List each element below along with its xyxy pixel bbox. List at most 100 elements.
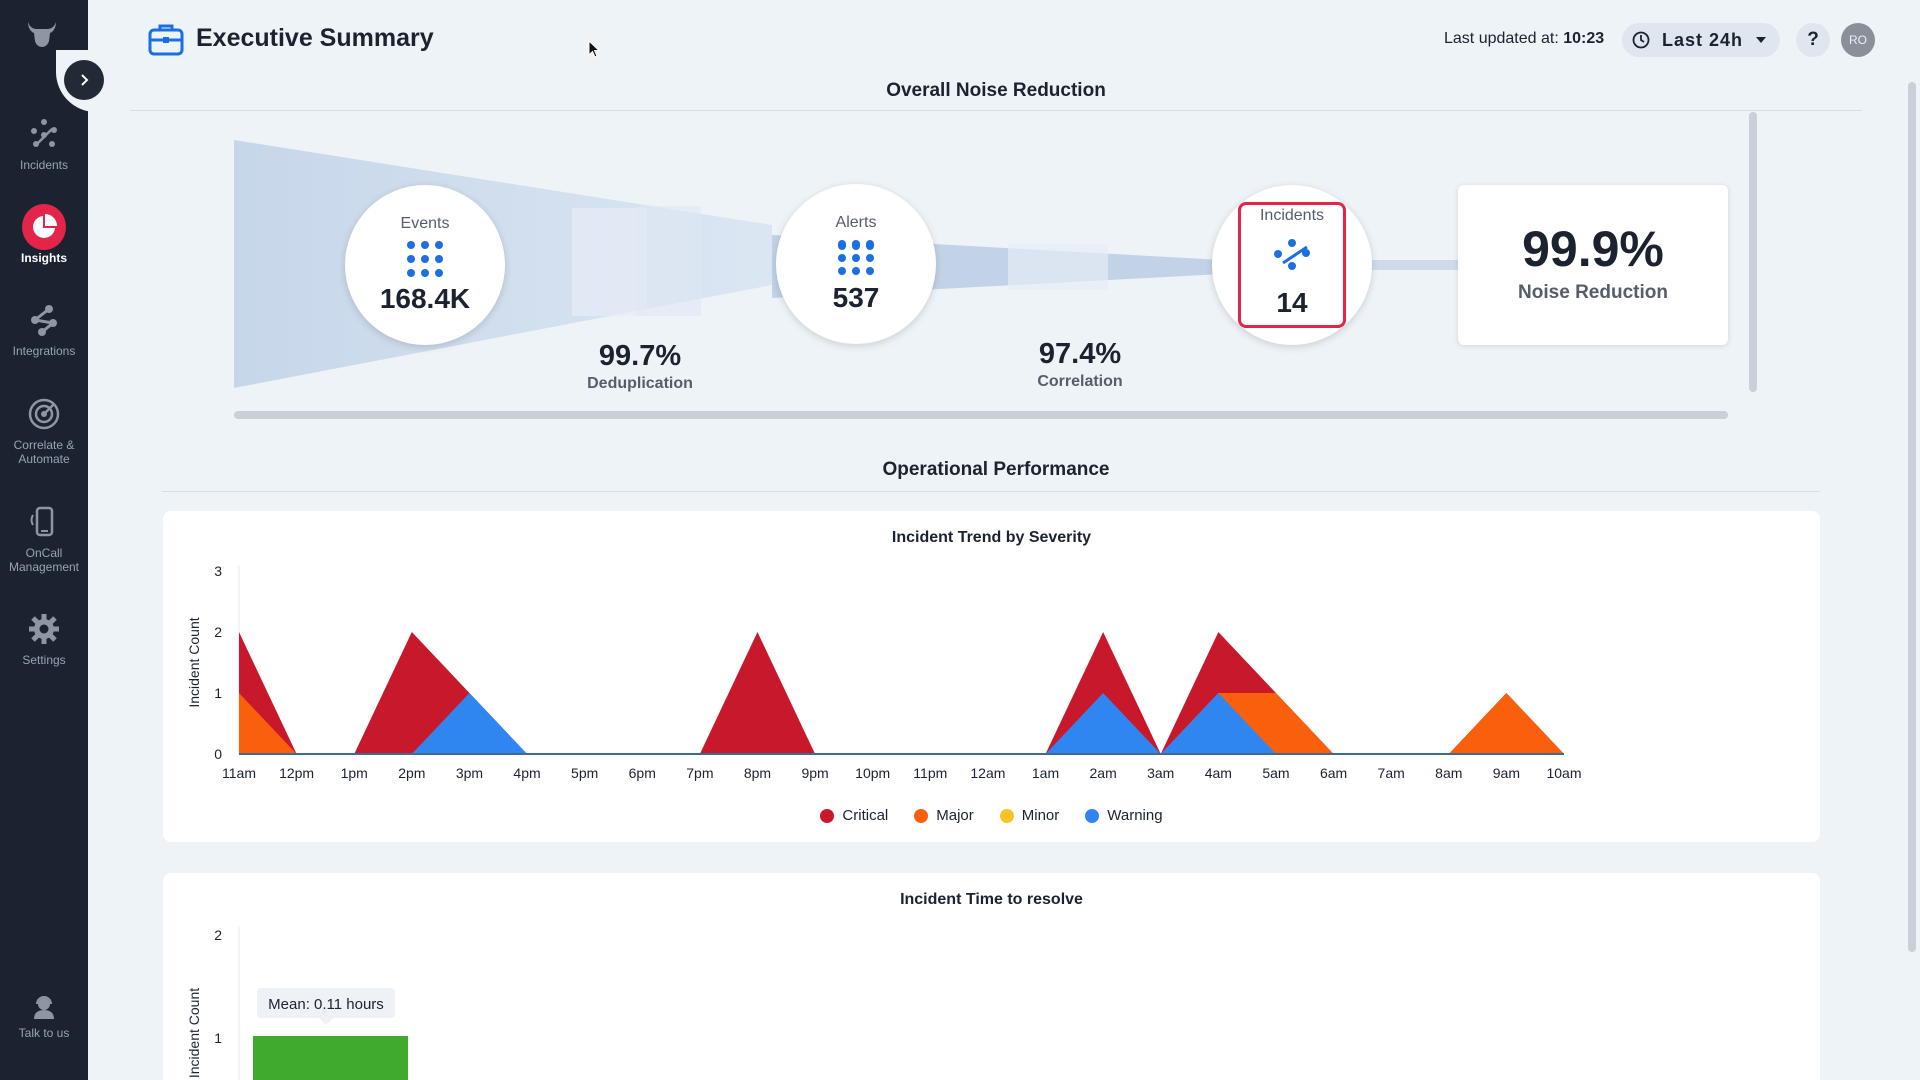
sidebar: Incidents Insights Integrations bbox=[0, 0, 88, 1080]
y-tick-label: 2 bbox=[214, 624, 222, 640]
incident-trend-card: Incident Trend by Severity 0 1 2 3 11am 12pm 1… bbox=[163, 511, 1820, 842]
mean-annotation: Mean: 0.11 hours bbox=[268, 996, 384, 1013]
chart-title: Incident Time to resolve bbox=[900, 891, 1083, 908]
corr-pct: 97.4% bbox=[1038, 338, 1122, 370]
mouse-cursor-icon bbox=[588, 40, 601, 58]
legend-label: Warning bbox=[1107, 807, 1163, 824]
legend-item-critical[interactable]: Critical bbox=[820, 807, 888, 824]
x-tick-label: 3pm bbox=[456, 765, 483, 781]
x-tick-label: 9am bbox=[1493, 765, 1520, 781]
events-dots-icon bbox=[407, 241, 443, 277]
dedup-stat: 99.7% Deduplication bbox=[560, 340, 720, 393]
x-tick-label: 4am bbox=[1205, 765, 1232, 781]
sidebar-item-settings[interactable]: Settings bbox=[0, 607, 88, 667]
dedup-label: Deduplication bbox=[587, 375, 693, 392]
gear-icon bbox=[22, 607, 66, 651]
horizontal-scrollbar[interactable] bbox=[234, 411, 1728, 419]
sidebar-item-integrations[interactable]: Integrations bbox=[0, 298, 88, 358]
correlate-icon bbox=[22, 392, 66, 436]
sidebar-item-label: Insights bbox=[20, 251, 67, 265]
sidebar-item-label: Talk to us bbox=[18, 1026, 70, 1040]
events-label: Events bbox=[400, 215, 450, 232]
x-tick-label: 1am bbox=[1032, 765, 1059, 781]
sidebar-item-label: Incidents bbox=[19, 158, 69, 172]
insights-icon bbox=[22, 204, 66, 250]
y-tick-label: 0 bbox=[214, 746, 222, 762]
divider bbox=[130, 110, 1862, 111]
section-title-noise: Overall Noise Reduction bbox=[886, 80, 1106, 101]
x-tick-label: 9pm bbox=[801, 765, 828, 781]
incidents-circle[interactable]: Incidents 14 bbox=[1212, 185, 1372, 345]
noise-reduction-card: 99.9% Noise Reduction bbox=[1458, 185, 1728, 345]
y-tick-label: 1 bbox=[214, 1030, 222, 1046]
divider bbox=[162, 491, 1820, 492]
x-tick-label: 6pm bbox=[629, 765, 656, 781]
page-vertical-scrollbar[interactable] bbox=[1908, 82, 1916, 952]
time-range-label: Last 24h bbox=[1662, 29, 1744, 50]
chevron-right-icon bbox=[81, 74, 89, 86]
alerts-icon bbox=[838, 240, 874, 275]
events-value: 168.4K bbox=[379, 283, 471, 314]
last-updated-label: Last updated at: bbox=[1444, 30, 1559, 47]
time-to-resolve-card: Incident Time to resolve 1 2 Incident Coun… bbox=[163, 873, 1820, 1080]
integrations-icon bbox=[22, 298, 66, 342]
x-tick-label: 5pm bbox=[571, 765, 598, 781]
x-tick-label: 7pm bbox=[686, 765, 713, 781]
dedup-pct: 99.7% bbox=[598, 340, 682, 372]
x-tick-label: 2am bbox=[1090, 765, 1117, 781]
sidebar-item-insights[interactable]: Insights bbox=[0, 204, 88, 265]
x-tick-label: 11pm bbox=[913, 765, 947, 781]
x-tick-label: 8pm bbox=[744, 765, 771, 781]
time-range-select[interactable]: Last 24h bbox=[1622, 23, 1780, 57]
x-tick-label: 12am bbox=[970, 765, 1005, 781]
bar[interactable] bbox=[253, 1036, 408, 1080]
correlation-stat: 97.4% Correlation bbox=[1000, 338, 1160, 391]
x-tick-label: 10am bbox=[1546, 765, 1581, 781]
events-circle[interactable]: Events 168.4K bbox=[345, 185, 505, 345]
legend-item-major[interactable]: Major bbox=[914, 807, 974, 824]
last-updated-value: 10:23 bbox=[1563, 30, 1605, 47]
section-title-operational: Operational Performance bbox=[882, 459, 1110, 480]
legend-dot bbox=[820, 808, 835, 823]
expand-sidebar-button[interactable] bbox=[64, 60, 104, 100]
series-area-warning[interactable] bbox=[239, 693, 1564, 754]
x-tick-label: 7am bbox=[1378, 765, 1405, 781]
mean-tooltip-box bbox=[257, 988, 395, 1018]
x-tick-label: 8am bbox=[1435, 765, 1462, 781]
sidebar-item-oncall[interactable]: OnCall Management bbox=[0, 500, 88, 574]
legend-label: Critical bbox=[842, 807, 889, 824]
y-tick-label: 2 bbox=[214, 927, 222, 943]
sidebar-item-label: Correlate & Automate bbox=[13, 438, 75, 466]
funnel-vertical-scrollbar[interactable] bbox=[1749, 112, 1757, 392]
incidents-value: 14 bbox=[1276, 287, 1308, 318]
avatar[interactable]: RO bbox=[1841, 23, 1875, 57]
x-tick-label: 2pm bbox=[398, 765, 425, 781]
incident-trend-chart: 0 1 2 3 11am 12pm 1pm 2pm 3pm 4pm 5pm 6pm 7pm 8pm 9pm 1… bbox=[186, 563, 1582, 781]
legend-item-minor[interactable]: Minor bbox=[999, 807, 1059, 824]
last-updated: Last updated at: 10:23 bbox=[1444, 30, 1604, 48]
mean-tooltip-pointer bbox=[319, 1018, 333, 1025]
sidebar-item-correlate[interactable]: Correlate & Automate bbox=[0, 392, 88, 466]
x-tick-label: 12pm bbox=[279, 765, 314, 781]
x-tick-label: 1pm bbox=[341, 765, 368, 781]
noise-reduction-value: 99.9% bbox=[1522, 221, 1664, 277]
alerts-circle[interactable]: Alerts 537 bbox=[776, 184, 936, 344]
incidents-highlight-box: Incidents 14 bbox=[1238, 202, 1346, 328]
briefcase-icon bbox=[148, 22, 184, 61]
support-icon bbox=[22, 990, 66, 1024]
legend-item-warning[interactable]: Warning bbox=[1085, 807, 1163, 824]
noise-reduction-label: Noise Reduction bbox=[1518, 282, 1668, 303]
alerts-value: 537 bbox=[832, 282, 880, 313]
bull-logo-icon[interactable] bbox=[22, 14, 62, 54]
legend-dot bbox=[999, 808, 1014, 823]
sidebar-item-talk[interactable]: Talk to us bbox=[0, 990, 88, 1040]
chart-title: Incident Trend by Severity bbox=[891, 529, 1092, 546]
clock-icon bbox=[1632, 31, 1650, 49]
sidebar-item-incidents[interactable]: Incidents bbox=[0, 112, 88, 172]
x-tick-label: 10pm bbox=[855, 765, 890, 781]
help-button[interactable]: ? bbox=[1796, 23, 1830, 57]
y-axis-label: Incident Count bbox=[186, 617, 202, 707]
time-to-resolve-chart: 1 2 Incident Count Mean: 0.11 hours bbox=[186, 927, 408, 1080]
corr-label: Correlation bbox=[1037, 373, 1123, 390]
legend-label: Major bbox=[936, 807, 974, 824]
